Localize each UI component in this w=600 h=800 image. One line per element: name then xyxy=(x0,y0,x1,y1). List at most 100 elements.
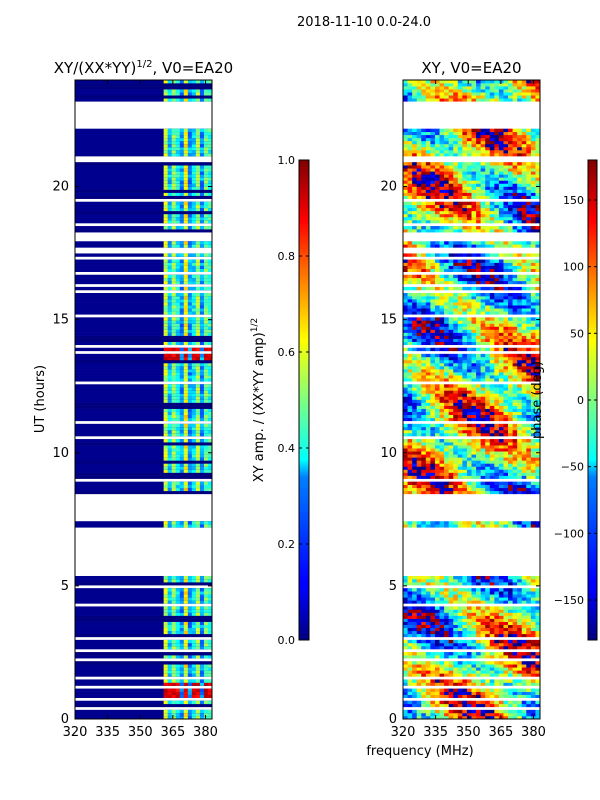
phase-cell xyxy=(412,694,417,698)
phase-cell xyxy=(530,445,536,449)
phase-cell xyxy=(476,667,481,671)
amplitude-cell xyxy=(203,369,209,373)
amplitude-cell xyxy=(175,353,181,358)
phase-cell xyxy=(421,582,427,586)
amplitude-flagged-row xyxy=(75,402,212,406)
amplitude-cell xyxy=(203,356,209,361)
phase-cell xyxy=(526,241,532,245)
amplitude-cell xyxy=(191,326,197,330)
amplitude-cell xyxy=(203,469,209,473)
phase-cell xyxy=(466,375,472,379)
phase-cell xyxy=(444,268,449,272)
phase-cell xyxy=(517,426,523,431)
phase-cell xyxy=(494,618,500,622)
phase-cell xyxy=(457,369,463,373)
phase-cell xyxy=(444,347,449,352)
phase-cell xyxy=(498,521,504,525)
amplitude-cell xyxy=(187,277,193,282)
phase-cell xyxy=(462,594,468,598)
phase-cell xyxy=(425,597,431,601)
amplitude-cell xyxy=(195,274,201,279)
phase-cell xyxy=(508,320,513,324)
phase-cell xyxy=(485,329,491,333)
amplitude-cell xyxy=(183,423,189,428)
phase-cell xyxy=(453,600,459,604)
amplitude-cell xyxy=(163,183,168,187)
phase-cell xyxy=(471,417,477,422)
amplitude-cell xyxy=(199,466,205,470)
phase-cell xyxy=(444,390,449,394)
phase-cell xyxy=(503,484,509,489)
phase-cell xyxy=(498,524,504,528)
amplitude-cell xyxy=(207,378,212,382)
phase-cell xyxy=(453,280,459,285)
amplitude-cell xyxy=(187,439,193,443)
amplitude-cell xyxy=(167,597,173,601)
phase-cell xyxy=(494,621,500,625)
phase-cell xyxy=(512,378,518,382)
phase-cell xyxy=(503,579,509,583)
phase-cell xyxy=(466,481,472,485)
phase-cell xyxy=(480,487,486,492)
amplitude-row xyxy=(75,481,212,485)
amplitude-row xyxy=(75,414,212,419)
phase-cell xyxy=(466,448,472,452)
amplitude-cell xyxy=(167,253,173,257)
phase-cell xyxy=(466,575,472,580)
amplitude-cell xyxy=(179,469,185,473)
phase-cell xyxy=(412,423,417,428)
amplitude-cell xyxy=(163,341,168,346)
phase-cell xyxy=(403,366,408,370)
phase-cell xyxy=(421,241,427,245)
phase-cell xyxy=(489,673,495,677)
phase-cell xyxy=(503,688,509,692)
amplitude-flagged-row xyxy=(75,229,212,233)
phase-cell xyxy=(439,362,445,367)
phase-cell xyxy=(471,661,477,665)
phase-cell xyxy=(416,347,422,352)
phase-cell xyxy=(535,426,540,431)
amplitude-cell xyxy=(183,384,189,388)
phase-cell xyxy=(439,463,445,467)
amplitude-cell xyxy=(187,253,193,257)
amplitude-cell xyxy=(199,329,205,333)
phase-cell xyxy=(526,432,532,437)
phase-cell xyxy=(535,445,540,449)
phase-cell xyxy=(489,356,495,361)
amplitude-cell xyxy=(203,597,209,601)
phase-cell xyxy=(517,299,523,303)
amplitude-cell xyxy=(207,487,212,492)
amplitude-cell xyxy=(163,667,168,671)
phase-cell xyxy=(485,709,491,714)
phase-cell xyxy=(471,645,477,650)
phase-cell xyxy=(425,372,431,376)
amplitude-row xyxy=(75,262,212,266)
phase-cell xyxy=(425,320,431,324)
phase-cell xyxy=(444,579,449,583)
phase-cell xyxy=(425,326,431,330)
phase-cell xyxy=(444,384,449,388)
amplitude-cell xyxy=(183,213,189,218)
phase-cell xyxy=(489,682,495,686)
phase-cell xyxy=(485,265,491,269)
phase-cell xyxy=(430,591,436,595)
phase-cell xyxy=(526,323,532,327)
phase-cell xyxy=(503,612,509,616)
amplitude-cell xyxy=(195,484,201,489)
amplitude-row xyxy=(75,594,212,598)
phase-cell xyxy=(489,320,495,324)
amplitude-cell xyxy=(191,262,197,266)
phase-cell xyxy=(489,624,495,629)
amplitude-cell xyxy=(199,317,205,321)
phase-cell xyxy=(485,323,491,327)
phase-cell xyxy=(485,372,491,376)
phase-cell xyxy=(434,402,440,406)
amplitude-cell xyxy=(179,454,185,458)
phase-cell xyxy=(530,630,536,635)
phase-cell xyxy=(421,335,427,339)
amplitude-cell xyxy=(163,411,168,416)
phase-cell xyxy=(430,329,436,333)
amplitude-cell xyxy=(171,691,177,695)
phase-cell xyxy=(421,408,427,412)
amplitude-cell xyxy=(203,305,209,309)
